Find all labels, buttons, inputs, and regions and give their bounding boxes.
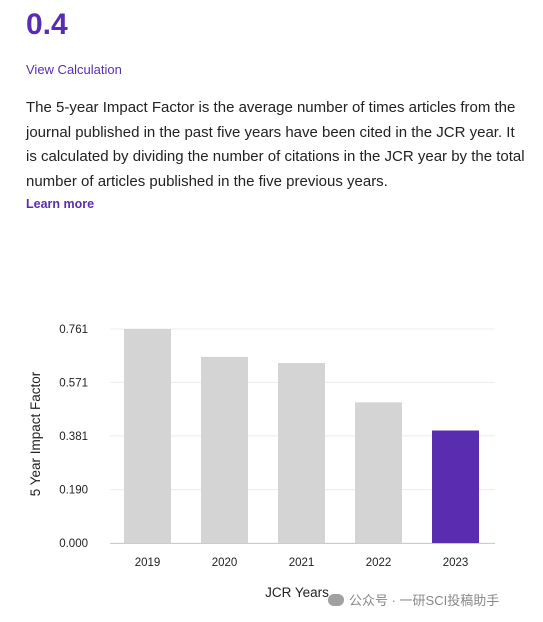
bar-2022[interactable] (355, 402, 402, 543)
y-tick-label: 0.190 (59, 485, 88, 497)
wechat-icon (328, 593, 344, 606)
x-tick-labels: 2019 2020 2021 2022 2023 (135, 557, 469, 569)
y-tick-label: 0.381 (59, 431, 88, 443)
y-tick-label: 0.761 (59, 324, 88, 336)
watermark: 公众号 · 一研SCI投稿助手 (328, 590, 499, 609)
y-axis-label: 5 Year Impact Factor (28, 371, 43, 496)
bar-2023[interactable] (432, 430, 479, 543)
x-axis-label: JCR Years (265, 585, 329, 600)
y-tick-label: 0.000 (59, 538, 88, 550)
x-tick-label: 2019 (135, 557, 161, 569)
view-calculation-link[interactable]: View Calculation (26, 62, 122, 77)
bar-2021[interactable] (278, 363, 325, 543)
bar-2019[interactable] (124, 329, 171, 543)
bar-2020[interactable] (201, 356, 248, 543)
x-tick-label: 2020 (212, 557, 238, 569)
bars (124, 329, 479, 543)
learn-more-link[interactable]: Learn more (26, 197, 95, 211)
impact-factor-value: 0.4 (26, 8, 68, 41)
x-tick-label: 2022 (366, 557, 392, 569)
watermark-text: 公众号 · 一研SCI投稿助手 (349, 593, 500, 608)
x-tick-label: 2023 (443, 557, 469, 569)
x-tick-label: 2021 (289, 557, 315, 569)
y-tick-label: 0.571 (59, 377, 88, 389)
impact-factor-description: The 5-year Impact Factor is the average … (26, 99, 525, 190)
y-tick-labels: 0.000 0.190 0.381 0.571 0.761 (59, 324, 88, 550)
